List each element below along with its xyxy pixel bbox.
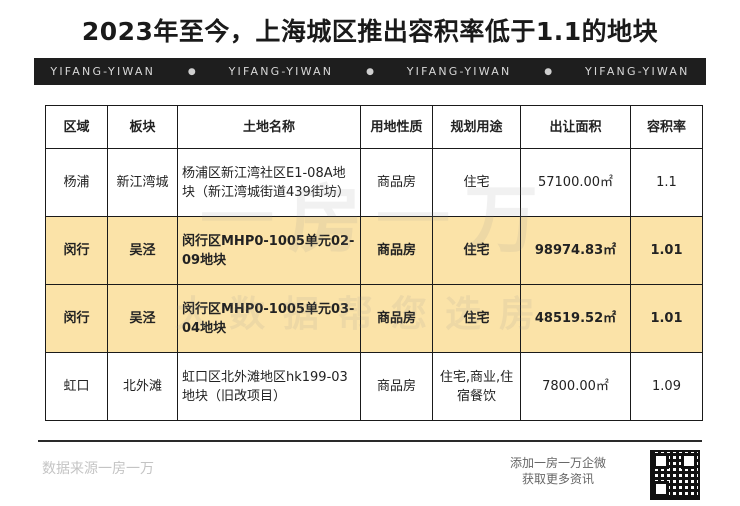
cell-land-name: 闵行区MHP0-1005单元02-09地块 bbox=[177, 216, 361, 285]
cell-area: 新江湾城 bbox=[107, 148, 178, 217]
cell-district: 杨浦 bbox=[45, 148, 108, 217]
header-land-name: 土地名称 bbox=[177, 105, 361, 149]
cell-plot-ratio: 1.09 bbox=[630, 352, 703, 421]
cell-area: 北外滩 bbox=[107, 352, 178, 421]
table-row: 闵行 吴泾 闵行区MHP0-1005单元02-09地块 商品房 住宅 98974… bbox=[45, 216, 703, 285]
cell-planned-use: 住宅 bbox=[432, 148, 521, 217]
qr-corner bbox=[653, 453, 669, 469]
land-parcel-table: 区域 板块 土地名称 用地性质 规划用途 出让面积 容积率 杨浦 新江湾城 杨浦… bbox=[45, 105, 703, 421]
cell-district: 闵行 bbox=[45, 216, 108, 285]
data-source-label: 数据来源一房一万 bbox=[42, 461, 154, 477]
cell-district: 闵行 bbox=[45, 284, 108, 353]
banner-brand-text: YIFANG-YIWAN bbox=[584, 65, 690, 78]
cell-district: 虹口 bbox=[45, 352, 108, 421]
cell-planned-use: 住宅 bbox=[432, 284, 521, 353]
cell-land-type: 商品房 bbox=[360, 352, 433, 421]
banner-dot-icon: ● bbox=[187, 66, 196, 77]
header-land-type: 用地性质 bbox=[360, 105, 433, 149]
cell-land-name: 杨浦区新江湾社区E1-08A地块（新江湾城街道439街坊） bbox=[177, 148, 361, 217]
header-district: 区域 bbox=[45, 105, 108, 149]
cell-land-name: 虹口区北外滩地区hk199-03地块（旧改项目） bbox=[177, 352, 361, 421]
cell-plot-ratio: 1.01 bbox=[630, 284, 703, 353]
cell-land-type: 商品房 bbox=[360, 148, 433, 217]
cell-plot-ratio: 1.01 bbox=[630, 216, 703, 285]
banner-brand-text: YIFANG-YIWAN bbox=[406, 65, 512, 78]
qr-corner bbox=[681, 453, 697, 469]
banner-dot-icon: ● bbox=[544, 66, 553, 77]
cell-planned-use: 住宅,商业,住宿餐饮 bbox=[432, 352, 521, 421]
header-transfer-area: 出让面积 bbox=[520, 105, 631, 149]
table-header-row: 区域 板块 土地名称 用地性质 规划用途 出让面积 容积率 bbox=[45, 105, 703, 149]
cell-land-type: 商品房 bbox=[360, 284, 433, 353]
table-row: 虹口 北外滩 虹口区北外滩地区hk199-03地块（旧改项目） 商品房 住宅,商… bbox=[45, 352, 703, 421]
banner-brand-text: YIFANG-YIWAN bbox=[228, 65, 334, 78]
cell-planned-use: 住宅 bbox=[432, 216, 521, 285]
header-plot-ratio: 容积率 bbox=[630, 105, 703, 149]
table-row: 闵行 吴泾 闵行区MHP0-1005单元03-04地块 商品房 住宅 48519… bbox=[45, 284, 703, 353]
follow-line-1: 添加一房一万企微 bbox=[509, 456, 606, 470]
qr-code-icon[interactable] bbox=[650, 450, 700, 500]
table-row: 杨浦 新江湾城 杨浦区新江湾社区E1-08A地块（新江湾城街道439街坊） 商品… bbox=[45, 148, 703, 217]
follow-prompt: 添加一房一万企微 获取更多资讯 bbox=[488, 455, 628, 487]
cell-area: 吴泾 bbox=[107, 216, 178, 285]
cell-land-type: 商品房 bbox=[360, 216, 433, 285]
cell-transfer-area: 98974.83㎡ bbox=[520, 216, 631, 285]
banner-brand-text: YIFANG-YIWAN bbox=[50, 65, 156, 78]
header-area: 板块 bbox=[107, 105, 178, 149]
cell-plot-ratio: 1.1 bbox=[630, 148, 703, 217]
header-planned-use: 规划用途 bbox=[432, 105, 521, 149]
banner-dot-icon: ● bbox=[366, 66, 374, 77]
cell-land-name: 闵行区MHP0-1005单元03-04地块 bbox=[177, 284, 361, 353]
qr-corner bbox=[653, 481, 669, 497]
cell-transfer-area: 7800.00㎡ bbox=[520, 352, 631, 421]
cell-area: 吴泾 bbox=[107, 284, 178, 353]
page-title: 2023年至今，上海城区推出容积率低于1.1的地块 bbox=[81, 17, 659, 46]
cell-transfer-area: 48519.52㎡ bbox=[520, 284, 631, 353]
brand-banner: YIFANG-YIWAN ● YIFANG-YIWAN ● YIFANG-YIW… bbox=[34, 58, 706, 85]
follow-line-2: 获取更多资讯 bbox=[521, 472, 594, 486]
footer-divider bbox=[38, 440, 702, 442]
cell-transfer-area: 57100.00㎡ bbox=[520, 148, 631, 217]
